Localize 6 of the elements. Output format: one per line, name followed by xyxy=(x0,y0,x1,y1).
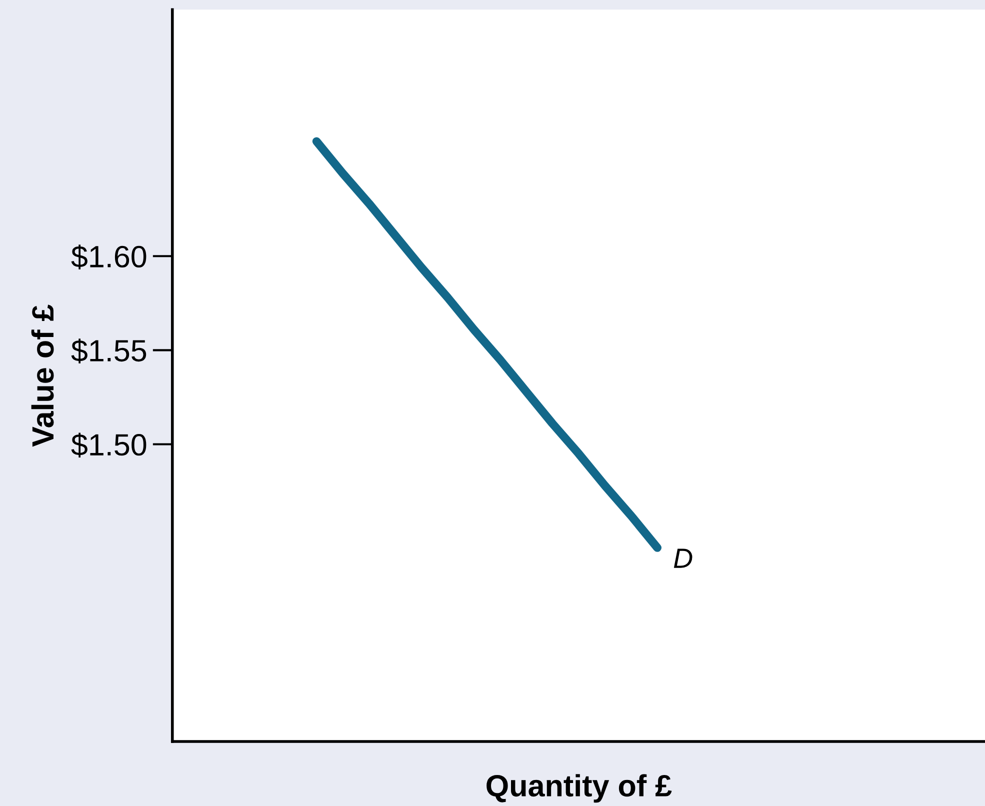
y-tick-label: $1.55 xyxy=(71,338,146,364)
y-axis-title: Value of £ xyxy=(31,304,54,447)
x-axis-title: Quantity of £ xyxy=(486,774,672,803)
y-tick-label: $1.60 xyxy=(71,244,146,270)
y-tick-label: $1.50 xyxy=(71,432,146,458)
series-label: D xyxy=(674,548,692,568)
